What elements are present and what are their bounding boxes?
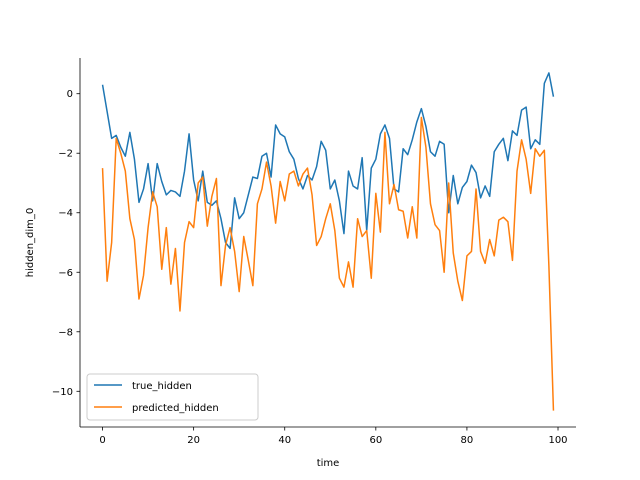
x-tick-label: 100 <box>548 435 567 446</box>
y-tick-label: −4 <box>58 208 73 219</box>
series-layer <box>101 72 555 411</box>
y-tick-label: −10 <box>52 387 73 398</box>
series-line-true-hidden <box>101 72 555 250</box>
y-tick-label: 0 <box>67 89 73 100</box>
y-tick-label: −2 <box>58 149 73 160</box>
y-tick-label: −8 <box>58 327 73 338</box>
legend-label-predicted-hidden: predicted_hidden <box>132 403 219 414</box>
x-tick-label: 40 <box>278 435 291 446</box>
y-axis-label: hidden_dim_0 <box>25 208 36 278</box>
x-axis-ticks: 0 20 40 60 80 100 <box>99 427 568 446</box>
x-tick-label: 60 <box>369 435 382 446</box>
x-tick-label: 20 <box>187 435 200 446</box>
legend-label-true-hidden: true_hidden <box>132 381 192 392</box>
x-tick-label: 80 <box>461 435 474 446</box>
x-axis-label: time <box>317 458 340 469</box>
legend: true_hidden predicted_hidden <box>86 373 259 421</box>
series-line-predicted-hidden <box>101 116 555 411</box>
legend-box <box>86 373 259 421</box>
y-tick-label: −6 <box>58 268 73 279</box>
y-axis-ticks: 0 −2 −4 −6 −8 −10 <box>52 89 80 398</box>
x-tick-label: 0 <box>99 435 105 446</box>
